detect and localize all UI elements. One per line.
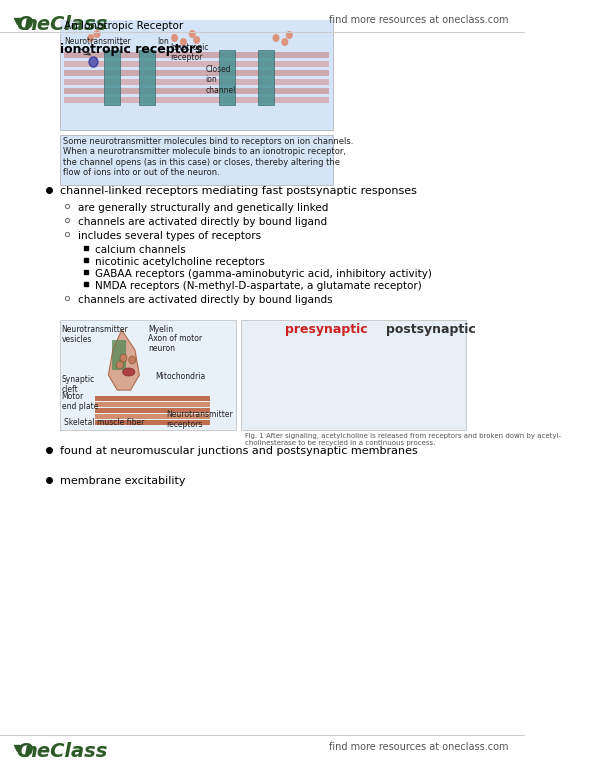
Bar [95,402,210,407]
Text: find more resources at oneclass.com: find more resources at oneclass.com [329,15,509,25]
Text: O: O [16,742,33,761]
Text: found at neuromuscular junctions and postsynaptic membranes: found at neuromuscular junctions and pos… [60,446,418,456]
Bar [139,50,155,105]
Circle shape [171,34,178,42]
Circle shape [189,30,196,38]
Circle shape [193,36,200,44]
Bar [258,50,274,105]
Text: Fig. 1 After signaling, acetylcholine is released from receptors and broken down: Fig. 1 After signaling, acetylcholine is… [245,433,561,446]
FancyBboxPatch shape [241,320,466,430]
Ellipse shape [123,368,135,376]
Text: Synaptic
cleft: Synaptic cleft [62,375,95,394]
Circle shape [273,34,280,42]
Text: Neurotransmitter
vesicles: Neurotransmitter vesicles [62,325,129,344]
Text: neClass: neClass [24,15,108,34]
Text: Myelin: Myelin [148,325,173,334]
Text: O: O [16,15,33,34]
Text: ionotropic receptors: ionotropic receptors [60,43,202,56]
Text: Mitochondria: Mitochondria [155,372,205,381]
Text: neClass: neClass [24,742,108,761]
Bar [95,414,210,419]
Text: nicotinic acetylcholine receptors: nicotinic acetylcholine receptors [95,256,265,266]
Circle shape [120,354,127,362]
Text: postsynaptic: postsynaptic [386,323,476,336]
Text: Neurotransmitter: Neurotransmitter [64,37,131,46]
Bar [95,420,210,425]
Text: channels are activated directly by bound ligands: channels are activated directly by bound… [77,294,332,304]
Text: calcium channels: calcium channels [95,245,186,255]
Text: Skeletal muscle fiber: Skeletal muscle fiber [64,418,145,427]
Bar [64,97,329,103]
Circle shape [87,34,95,42]
Text: includes several types of receptors: includes several types of receptors [77,230,261,240]
Bar [64,70,329,76]
Circle shape [180,38,187,46]
Circle shape [117,361,123,369]
Circle shape [89,57,98,67]
Circle shape [281,38,289,46]
Circle shape [286,31,293,39]
Text: Motor
end plate: Motor end plate [62,392,98,411]
Bar [104,50,120,105]
Text: Closed
ion
channel: Closed ion channel [205,65,236,95]
Bar [95,396,210,401]
Text: Some neurotransmitter molecules bind to receptors on ion channels.
When a neurot: Some neurotransmitter molecules bind to … [64,137,354,177]
Text: find more resources at oneclass.com: find more resources at oneclass.com [329,742,509,752]
Text: Axon of motor
neuron: Axon of motor neuron [148,334,202,353]
Text: are generally structurally and genetically linked: are generally structurally and genetical… [77,203,328,213]
FancyBboxPatch shape [60,20,333,34]
FancyBboxPatch shape [60,320,236,430]
Text: NMDA receptors (N-methyl-D-aspartate, a glutamate receptor): NMDA receptors (N-methyl-D-aspartate, a … [95,280,422,290]
FancyBboxPatch shape [60,135,333,185]
Text: Ionotropic
receptor: Ionotropic receptor [170,43,209,62]
Text: Neurotransmitter
receptors: Neurotransmitter receptors [166,410,233,430]
Circle shape [129,356,136,364]
FancyBboxPatch shape [112,360,126,370]
Text: Ion: Ion [157,37,169,46]
Bar [219,50,234,105]
Text: channel-linked receptors mediating fast postsynaptic responses: channel-linked receptors mediating fast … [60,186,417,196]
FancyBboxPatch shape [60,20,333,130]
Text: channels are activated directly by bound ligand: channels are activated directly by bound… [77,216,327,226]
Bar [95,408,210,413]
Circle shape [93,30,101,38]
FancyBboxPatch shape [112,340,126,350]
Text: membrane excitability: membrane excitability [60,476,186,486]
Text: GABAA receptors (gamma-aminobutyric acid, inhibitory activity): GABAA receptors (gamma-aminobutyric acid… [95,269,432,279]
FancyBboxPatch shape [112,350,126,360]
Text: An Ionotropic Receptor: An Ionotropic Receptor [64,21,184,31]
Polygon shape [108,330,139,390]
Bar [64,61,329,67]
Bar [64,52,329,58]
Bar [64,88,329,94]
Text: presynaptic: presynaptic [285,323,368,336]
Bar [64,79,329,85]
